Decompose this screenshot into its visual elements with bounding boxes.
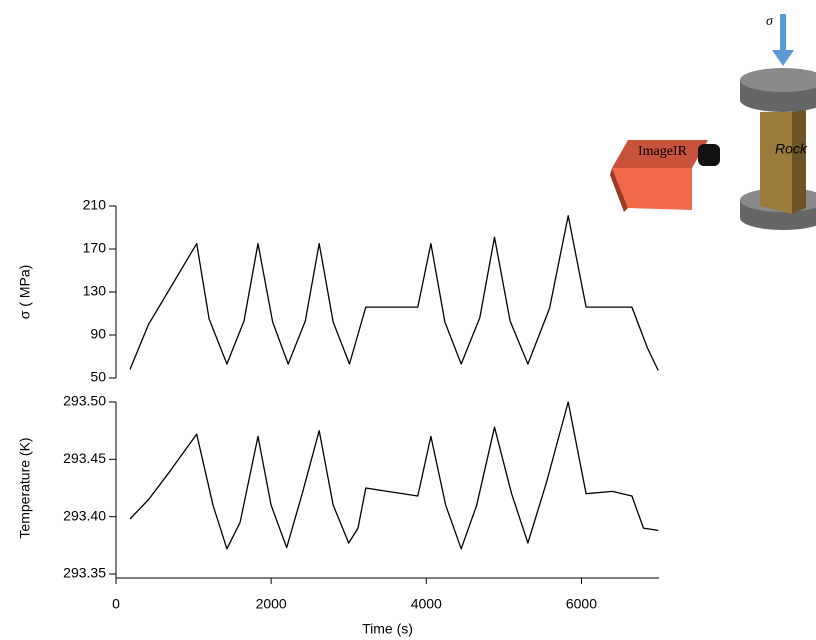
rock-face — [760, 112, 792, 214]
camera-lens — [698, 144, 720, 166]
data-line — [129, 215, 659, 371]
x-axis-label: Time (s) — [362, 621, 413, 637]
data-line — [129, 401, 659, 550]
x-tick-label: 0 — [112, 596, 120, 612]
rock-side — [792, 106, 806, 214]
camera-side — [610, 168, 628, 212]
top-platen — [740, 68, 816, 92]
y-tick-label: 170 — [83, 240, 107, 256]
x-tick-label: 4000 — [411, 596, 442, 612]
x-tick-label: 2000 — [256, 596, 287, 612]
setup-illustration: σ Rock ImageIR — [610, 14, 816, 230]
y-tick-label: 210 — [83, 197, 107, 213]
y-tick-label: 130 — [83, 283, 107, 299]
camera-body — [612, 168, 692, 210]
y-tick-label: 293.35 — [63, 565, 106, 581]
y-tick-label: 50 — [90, 369, 106, 385]
rock-label: Rock — [775, 141, 808, 157]
y-tick-label: 293.50 — [63, 393, 106, 409]
y-tick-label: 90 — [90, 326, 106, 342]
stress-arrowhead — [772, 50, 794, 66]
y-axis-label: Temperature (K) — [17, 437, 33, 538]
camera-label: ImageIR — [638, 144, 688, 159]
stress-symbol: σ — [766, 14, 774, 29]
camera-top — [612, 140, 708, 168]
y-tick-label: 293.45 — [63, 450, 106, 466]
y-tick-label: 293.40 — [63, 507, 106, 523]
y-axis-label: σ ( MPa) — [17, 265, 33, 320]
x-tick-label: 6000 — [566, 596, 597, 612]
